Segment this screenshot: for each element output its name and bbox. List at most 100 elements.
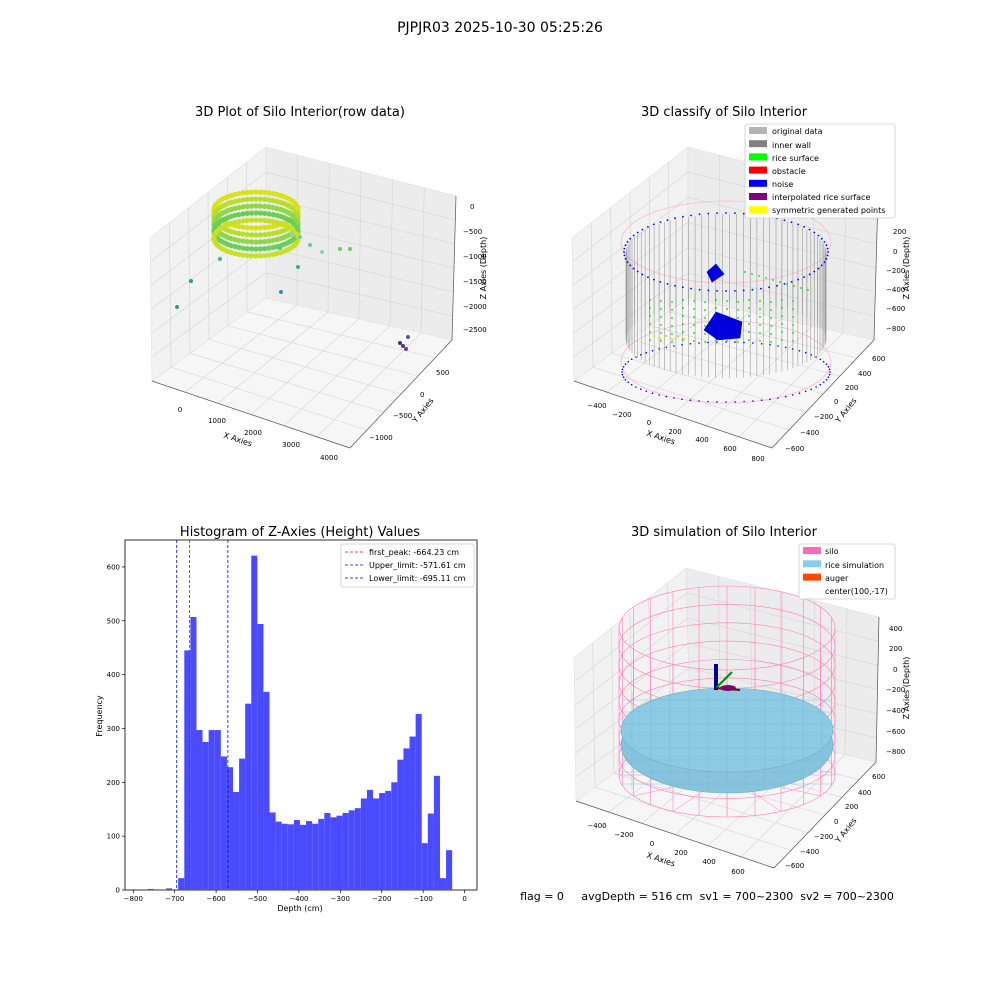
panel4-z-ticks: 400 200 0 −200 −400 −600 −800 [886,625,905,756]
noise-point [768,286,770,289]
data-point [262,217,268,223]
y-tick-label: 200 [107,779,120,787]
rice-point [671,333,673,335]
rice-point [693,300,695,302]
data-point [244,203,250,209]
y-tick: 600 [872,355,885,363]
histogram-bar [263,691,270,890]
histogram-ylabel: Frequency [95,695,104,737]
data-point [262,203,268,209]
x-tick: −400 [587,822,606,830]
rice-point [671,341,673,343]
rice-point [781,323,783,325]
noise-point [624,379,627,381]
noise-point [743,341,745,344]
data-point [244,217,250,223]
data-point [266,252,272,258]
data-point [244,210,250,216]
noise-point [681,344,683,346]
data-point [244,225,250,231]
z-tick: −1000 [463,253,487,261]
rice-point [748,331,750,333]
data-point [295,212,301,218]
legend-swatch [749,166,767,174]
x-tick: −200 [612,411,631,419]
noise-point [734,212,736,215]
noise-point [647,276,649,278]
rice-point [649,323,651,325]
x-tick: 600 [731,868,744,876]
x-tick-label: −100 [414,895,433,903]
x-tick-label: −800 [124,895,143,903]
x-axis [151,380,351,449]
noise-point [734,290,736,292]
data-point [249,225,255,231]
noise-point [817,267,820,270]
rice-point [759,300,761,302]
legend-swatch [803,547,821,554]
histogram-legend: first_peak: -664.23 cm Upper_limit: -571… [340,543,475,588]
rice-point [759,308,761,310]
noise-point [629,264,632,267]
legend-frame [744,123,896,219]
rice-point [693,324,695,326]
noise-point [790,281,793,283]
panel2-title: 3D classify of Silo Interior [641,105,808,120]
legend-label: silo [825,547,839,556]
data-point [240,252,246,258]
panel1-zlabel: Z Axies (Depth) [479,237,488,300]
panel2-legend: original data inner wall rice surface ob… [744,123,896,219]
noise-point [665,346,668,349]
rice-point [792,300,794,302]
x-tick: 800 [751,455,764,463]
rice-point [737,309,739,311]
noise-point [777,397,779,399]
z-tick: −2000 [463,303,487,311]
rice-point [671,325,673,327]
noise-point [825,379,828,381]
data-point [253,196,259,202]
x-tick: 0 [178,406,182,414]
data-point [298,235,302,239]
histogram-bar [433,775,440,890]
noise-point [707,212,710,215]
noise-point [629,237,632,240]
data-point [295,226,301,232]
data-point [236,219,242,225]
data-point [253,246,259,252]
rice-point [660,300,662,302]
data-point [270,237,276,243]
histogram-x-ticks: −800 −700 −600 −500 −400 −300 −200 −100 … [124,890,467,903]
data-point [270,212,276,218]
data-point [257,196,263,202]
noise-point [827,366,830,368]
rice-point [779,281,781,283]
noise-point [776,284,778,287]
rice-point [800,287,802,289]
data-point [257,232,263,238]
rice-point [682,307,684,309]
noise-point [630,358,633,361]
y-axis [773,761,877,869]
data-point [249,217,255,223]
auger-green-axis [715,671,733,689]
histogram-bar [275,821,282,890]
noise-point [808,273,811,276]
x-tick: 400 [695,436,708,444]
rice-point [792,332,794,334]
noise-point [647,226,649,228]
x-tick-label: −400 [289,895,308,903]
histogram-bar [360,798,367,890]
rice-point [660,332,662,334]
noise-point [640,388,642,391]
panel2-y-ticks: 600 400 200 0 −200 −400 −600 [785,355,885,453]
noise-point [645,351,648,354]
rice-point [759,324,761,326]
noise-point [621,371,623,373]
z-tick: −500 [463,228,482,236]
rice-point [715,299,717,301]
noise-point [627,360,630,363]
panel-histogram: Histogram of Z-Axies (Height) Values −80… [95,525,478,913]
grid-line [265,272,453,317]
rice-point [704,301,706,303]
